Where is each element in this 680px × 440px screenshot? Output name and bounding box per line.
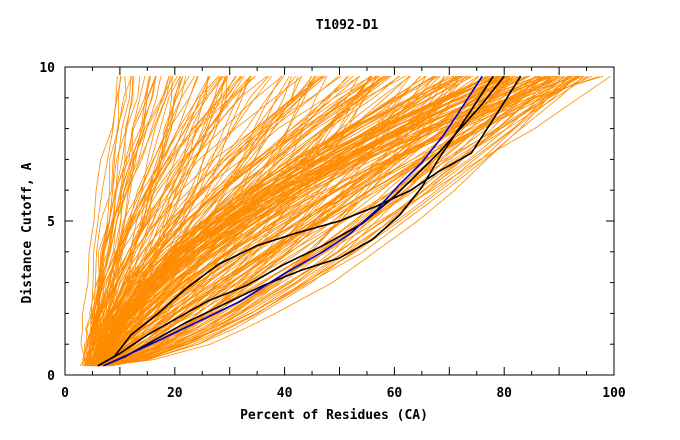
model-curve-252	[96, 75, 578, 367]
model-curve-76	[85, 75, 243, 367]
model-curve-72	[97, 76, 312, 367]
y-axis-label: Distance Cutoff, A	[20, 162, 35, 303]
model-curve-242	[90, 75, 531, 366]
axis-ticks: 0 20 40 60 80 100 0 5 10	[39, 61, 626, 401]
model-curve-75	[86, 75, 251, 367]
model-curve-154	[94, 75, 467, 367]
model-curve-164	[99, 75, 373, 367]
model-curve-130	[93, 75, 406, 367]
x-tick-label: 40	[277, 386, 293, 401]
x-tick-label: 20	[167, 386, 183, 401]
x-axis-label: Percent of Residues (CA)	[240, 408, 428, 423]
highlight-curve-3	[103, 75, 483, 367]
highlight-curve-0	[97, 75, 522, 367]
model-curve-254	[99, 75, 604, 366]
model-curve-211	[110, 75, 542, 367]
model-curve-251	[106, 75, 587, 367]
model-curve-224	[97, 75, 578, 367]
model-curve-247	[109, 75, 580, 366]
y-tick-label: 10	[39, 61, 55, 76]
x-tick-label: 0	[61, 386, 69, 401]
model-curve-220	[96, 75, 577, 367]
model-curve-230	[98, 75, 584, 367]
x-tick-label: 60	[387, 386, 403, 401]
model-curve-248	[98, 75, 574, 366]
x-tick-label: 80	[496, 386, 512, 401]
y-tick-label: 0	[47, 369, 55, 384]
model-curve-95	[89, 75, 245, 366]
model-curve-20	[79, 76, 122, 367]
y-tick-label: 5	[47, 215, 55, 230]
model-curve-250	[104, 75, 569, 366]
model-curve-245	[104, 75, 611, 367]
model-curve-165	[93, 75, 460, 366]
model-curve-217	[102, 75, 521, 366]
model-curve-198	[106, 75, 569, 367]
x-tick-label: 100	[602, 386, 626, 401]
model-curve-25	[83, 76, 170, 366]
model-curve-185	[99, 75, 572, 367]
model-curve-239	[98, 75, 503, 366]
chart-title: T1092-D1	[316, 18, 379, 33]
model-curve-228	[98, 75, 541, 367]
model-curve-37	[84, 76, 174, 366]
model-curve-118	[91, 75, 455, 367]
highlight-curve-2	[103, 75, 494, 367]
plot-area	[64, 66, 615, 376]
model-curve-225	[104, 75, 521, 367]
model-curve-234	[99, 75, 507, 366]
